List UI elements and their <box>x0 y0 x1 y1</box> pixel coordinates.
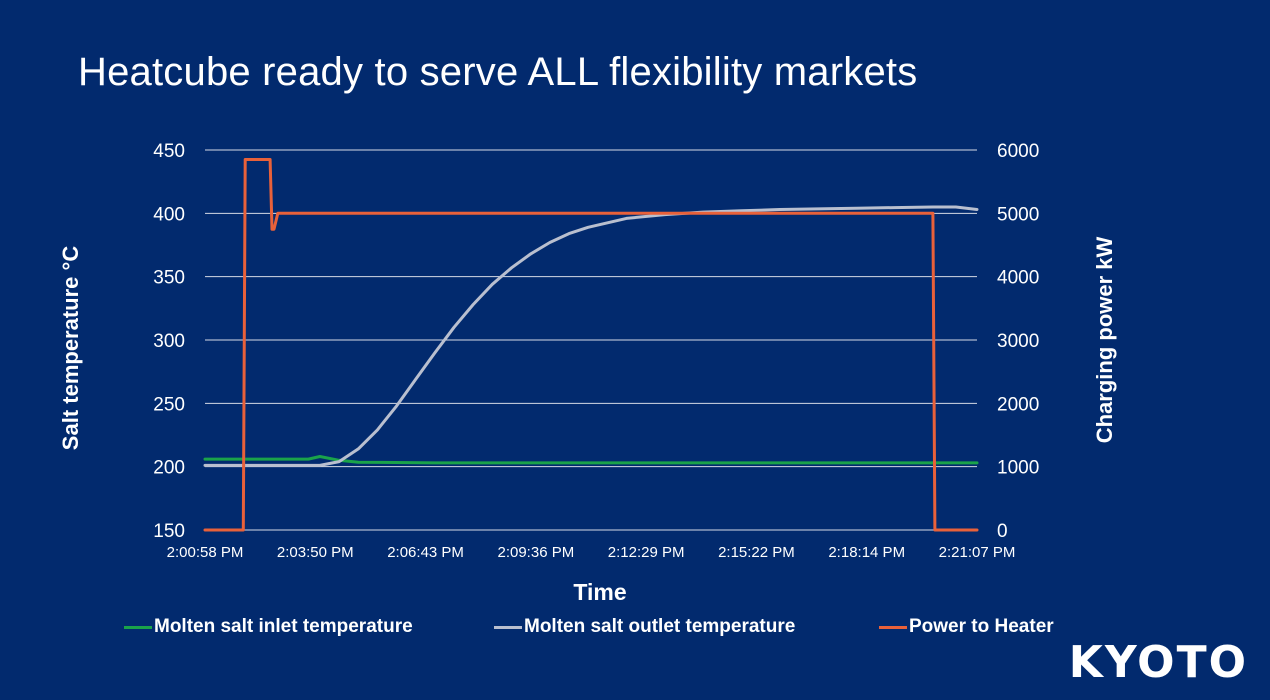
y-axis-left-title: Salt temperature °C <box>58 246 83 451</box>
series-lines <box>203 158 979 532</box>
legend-swatch-power <box>879 625 907 629</box>
x-tick-label: 2:21:07 PM <box>939 544 1016 561</box>
chart-legend: Molten salt inlet temperature Molten sal… <box>0 616 1270 640</box>
x-tick-label: 2:06:43 PM <box>387 544 464 561</box>
y-right-tick-label: 3000 <box>997 331 1039 352</box>
y-left-tick-label: 200 <box>153 458 185 479</box>
x-tick-label: 2:18:14 PM <box>828 544 905 561</box>
y-axis-right-title: Charging power kW <box>1092 236 1117 443</box>
x-axis-title: Time <box>573 579 626 605</box>
legend-item-power: Power to Heater <box>879 616 1054 638</box>
legend-swatch-inlet <box>124 625 152 629</box>
y-right-tick-label: 4000 <box>997 268 1039 289</box>
x-tick-label: 2:15:22 PM <box>718 544 795 561</box>
legend-label-outlet: Molten salt outlet temperature <box>524 616 796 637</box>
y-left-tick-label: 350 <box>153 268 185 289</box>
y-right-tick-label: 6000 <box>997 141 1039 162</box>
y-left-tick-label: 300 <box>153 331 185 352</box>
legend-item-outlet: Molten salt outlet temperature <box>494 616 795 638</box>
kyoto-logo: KYOTO <box>1068 637 1248 688</box>
y-left-tick-label: 250 <box>153 394 185 415</box>
slide-title: Heatcube ready to serve ALL flexibility … <box>78 50 918 94</box>
series-line-outlet-temperature <box>203 205 979 467</box>
y-left-tick-label: 150 <box>153 521 185 542</box>
y-right-tick-label: 2000 <box>997 394 1039 415</box>
y-right-tick-label: 5000 <box>997 204 1039 225</box>
y-left-tick-label: 400 <box>153 204 185 225</box>
series-line-power-to-heater <box>203 158 979 532</box>
x-tick-label: 2:00:58 PM <box>167 544 244 561</box>
x-tick-label: 2:03:50 PM <box>277 544 354 561</box>
y-left-tick-label: 450 <box>153 141 185 162</box>
series-line-inlet-temperature <box>203 455 979 465</box>
x-tick-label: 2:12:29 PM <box>608 544 685 561</box>
tick-labels: 150 200 250 300 350 400 450 0 1000 2000 3000 4000 50… <box>153 141 1039 561</box>
legend-item-inlet: Molten salt inlet temperature <box>124 616 413 638</box>
y-right-tick-label: 1000 <box>997 458 1039 479</box>
x-tick-label: 2:09:36 PM <box>497 544 574 561</box>
y-right-tick-label: 0 <box>997 521 1008 542</box>
legend-label-inlet: Molten salt inlet temperature <box>154 616 413 637</box>
legend-label-power: Power to Heater <box>909 616 1054 637</box>
legend-swatch-outlet <box>494 625 522 629</box>
